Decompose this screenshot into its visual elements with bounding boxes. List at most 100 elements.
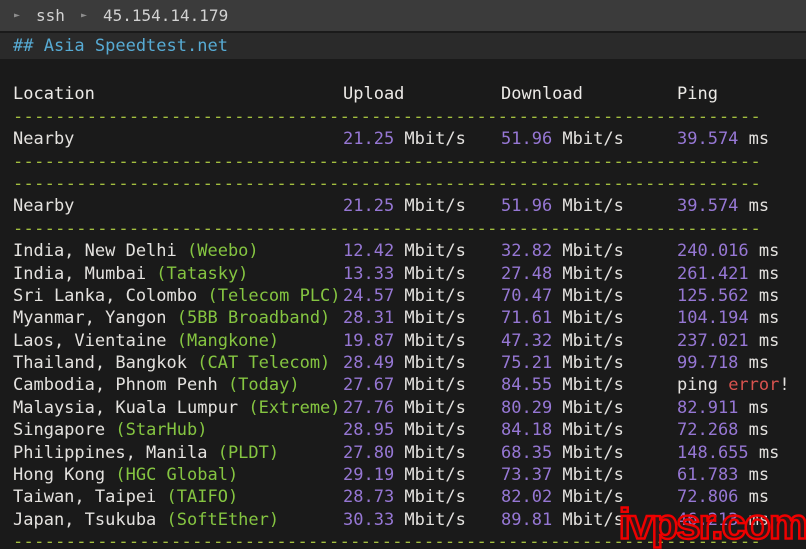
- upload-value: 27.80: [343, 442, 395, 463]
- table-row: Nearby 21.25 Mbit/s 51.96 Mbit/s 39.574 ms: [13, 128, 806, 150]
- provider-text: (PLDT): [207, 442, 280, 463]
- table-row: India, Mumbai (Tatasky) 13.33 Mbit/s 27.48…: [13, 263, 806, 285]
- speed-unit: Mbit/s: [552, 353, 624, 374]
- section-title: ## Asia Speedtest.net: [13, 36, 228, 56]
- table-row: Malaysia, Kuala Lumpur (Extreme) 27.76 Mb…: [13, 397, 806, 419]
- ping-value: 39.574: [677, 196, 739, 217]
- table-row: Hong Kong (HGC Global) 29.19 Mbit/s 73.37 …: [13, 464, 806, 486]
- ping-error-bang: !: [779, 375, 790, 396]
- speed-unit: Mbit/s: [394, 330, 466, 351]
- upload-cell: 27.80 Mbit/s: [343, 442, 501, 464]
- ping-unit: ms: [738, 465, 770, 486]
- table-header: Location Upload Download Ping: [13, 83, 806, 105]
- download-cell: 51.96 Mbit/s: [501, 128, 677, 150]
- provider-text: (Telecom PLC): [197, 285, 341, 306]
- upload-value: 28.73: [343, 487, 395, 508]
- ping-unit: ms: [748, 330, 780, 351]
- ping-unit: ms: [738, 397, 770, 418]
- location-text: Malaysia, Kuala Lumpur: [13, 397, 239, 418]
- column-header-label: Ping: [677, 84, 718, 105]
- provider-text: (Today): [217, 375, 300, 396]
- ping-cell: 39.574 ms: [677, 195, 806, 217]
- download-value: 75.21: [501, 353, 553, 374]
- ping-value: 237.021: [677, 330, 749, 351]
- upload-cell: 19.87 Mbit/s: [343, 330, 501, 352]
- download-value: 47.32: [501, 330, 553, 351]
- upload-value: 27.67: [343, 375, 395, 396]
- speed-unit: Mbit/s: [394, 375, 466, 396]
- location-text: Japan, Tsukuba: [13, 509, 157, 530]
- ping-cell: 46.213 ms: [677, 509, 806, 531]
- speed-unit: Mbit/s: [552, 129, 624, 150]
- ping-cell: 261.421 ms: [677, 263, 806, 285]
- location-cell: India, Mumbai (Tatasky): [13, 263, 343, 285]
- ping-unit: ms: [738, 487, 770, 508]
- table-row: Sri Lanka, Colombo (Telecom PLC) 24.57 Mb…: [13, 285, 806, 307]
- ping-unit: ms: [738, 353, 770, 374]
- provider-text: (StarHub): [105, 420, 208, 441]
- upload-value: 29.19: [343, 465, 395, 486]
- table-row: Thailand, Bangkok (CAT Telecom) 28.49 Mbi…: [13, 352, 806, 374]
- column-header: Location: [13, 83, 343, 105]
- provider-text: (Weebo): [176, 241, 259, 262]
- location-cell: Nearby: [13, 195, 343, 217]
- ping-cell: 148.655 ms: [677, 442, 806, 464]
- provider-text: (HGC Global): [105, 465, 239, 486]
- upload-value: 30.33: [343, 509, 395, 530]
- location-text: Thailand, Bangkok: [13, 353, 187, 374]
- download-cell: 51.96 Mbit/s: [501, 195, 677, 217]
- download-value: 84.55: [501, 375, 553, 396]
- ping-cell: ping error!: [677, 374, 806, 396]
- provider-text: (Tatasky): [146, 263, 249, 284]
- upload-cell: 13.33 Mbit/s: [343, 263, 501, 285]
- location-cell: Malaysia, Kuala Lumpur (Extreme): [13, 397, 343, 419]
- upload-cell: 28.49 Mbit/s: [343, 352, 501, 374]
- ping-value: 240.016: [677, 241, 749, 262]
- speedtest-output[interactable]: Location Upload Download Ping --------------…: [0, 59, 806, 549]
- upload-value: 28.95: [343, 420, 395, 441]
- upload-value: 24.57: [343, 285, 395, 306]
- download-value: 51.96: [501, 196, 553, 217]
- host-ip: 45.154.14.179: [102, 6, 229, 25]
- ping-value: 46.213: [677, 509, 739, 530]
- location-cell: Taiwan, Taipei (TAIFO): [13, 486, 343, 508]
- divider-line: ----------------------------------------…: [13, 173, 761, 194]
- table-row: Singapore (StarHub) 28.95 Mbit/s 84.18 Mbi…: [13, 419, 806, 441]
- download-cell: 70.47 Mbit/s: [501, 285, 677, 307]
- prompt-arrow-icon: ►: [14, 9, 21, 21]
- location-text: India, Mumbai: [13, 263, 147, 284]
- location-cell: Japan, Tsukuba (SoftEther): [13, 509, 343, 531]
- ping-unit: ms: [748, 263, 780, 284]
- ping-cell: 72.268 ms: [677, 419, 806, 441]
- location-cell: Cambodia, Phnom Penh (Today): [13, 374, 343, 396]
- column-header: Ping: [677, 83, 806, 105]
- speed-unit: Mbit/s: [394, 420, 466, 441]
- download-value: 68.35: [501, 442, 553, 463]
- table-row: Cambodia, Phnom Penh (Today) 27.67 Mbit/s…: [13, 374, 806, 396]
- speed-unit: Mbit/s: [394, 263, 466, 284]
- speed-unit: Mbit/s: [394, 196, 466, 217]
- speed-unit: Mbit/s: [552, 263, 624, 284]
- ping-value: 61.783: [677, 465, 739, 486]
- speed-unit: Mbit/s: [552, 509, 624, 530]
- ping-value: 82.911: [677, 397, 739, 418]
- location-text: Philippines, Manila: [13, 442, 208, 463]
- speed-unit: Mbit/s: [552, 330, 624, 351]
- ping-value: 72.806: [677, 487, 739, 508]
- provider-text: (5BB Broadband): [166, 308, 331, 329]
- download-cell: 84.18 Mbit/s: [501, 419, 677, 441]
- upload-cell: 24.57 Mbit/s: [343, 285, 501, 307]
- download-cell: 32.82 Mbit/s: [501, 240, 677, 262]
- speed-unit: Mbit/s: [552, 442, 624, 463]
- speed-unit: Mbit/s: [552, 420, 624, 441]
- speed-unit: Mbit/s: [552, 241, 624, 262]
- ping-cell: 237.021 ms: [677, 330, 806, 352]
- column-header-label: Location: [13, 84, 95, 105]
- column-header-label: Upload: [343, 84, 405, 105]
- upload-value: 21.25: [343, 196, 395, 217]
- upload-cell: 27.67 Mbit/s: [343, 374, 501, 396]
- ping-error-prefix: ping: [677, 375, 729, 396]
- table-row: Philippines, Manila (PLDT) 27.80 Mbit/s 68…: [13, 442, 806, 464]
- ping-unit: ms: [748, 442, 780, 463]
